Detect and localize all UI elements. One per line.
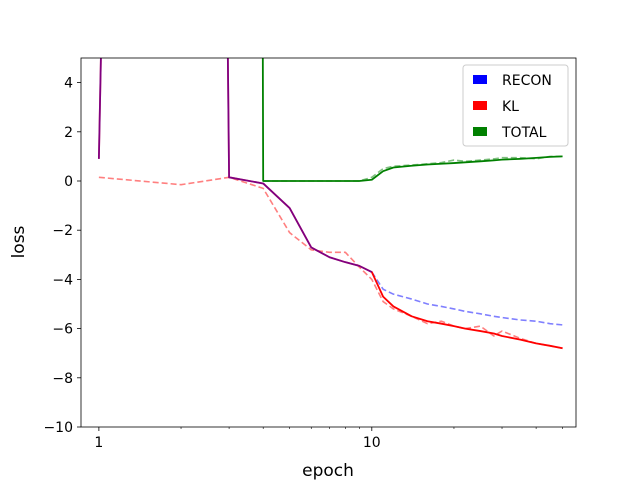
x-axis: 1 10 [94,427,563,451]
y-tick-label: 0 [64,174,73,190]
y-tick-label: −10 [43,420,73,436]
y-axis: −10 −8 −6 −4 −2 0 2 4 [43,76,81,436]
legend-swatch-recon [473,75,487,84]
series-line-4 [97,58,373,273]
y-tick-label: −6 [52,322,73,338]
x-tick-label: 1 [94,435,103,451]
series-line-5 [261,58,563,182]
plot-frame [80,57,577,428]
y-tick-label: 4 [64,76,73,92]
series-line-1 [371,271,563,326]
legend-label-total: TOTAL [501,125,547,141]
x-axis-label: epoch [302,461,354,480]
legend-swatch-total [473,127,487,136]
y-axis-label: loss [9,225,29,258]
y-tick-label: 2 [64,125,73,141]
y-tick-label: −8 [52,371,73,387]
series-layer [97,58,563,350]
series-line-0 [98,176,563,350]
series-line-2 [263,155,563,182]
legend-label-kl: KL [502,99,519,115]
y-tick-label: −4 [52,272,73,288]
x-tick-label: 10 [363,435,381,451]
y-tick-label: −2 [52,223,73,239]
legend-swatch-kl [473,101,487,110]
legend-label-recon: RECON [502,73,552,89]
legend: RECON KL TOTAL [462,64,569,147]
legend-frame [462,64,569,147]
